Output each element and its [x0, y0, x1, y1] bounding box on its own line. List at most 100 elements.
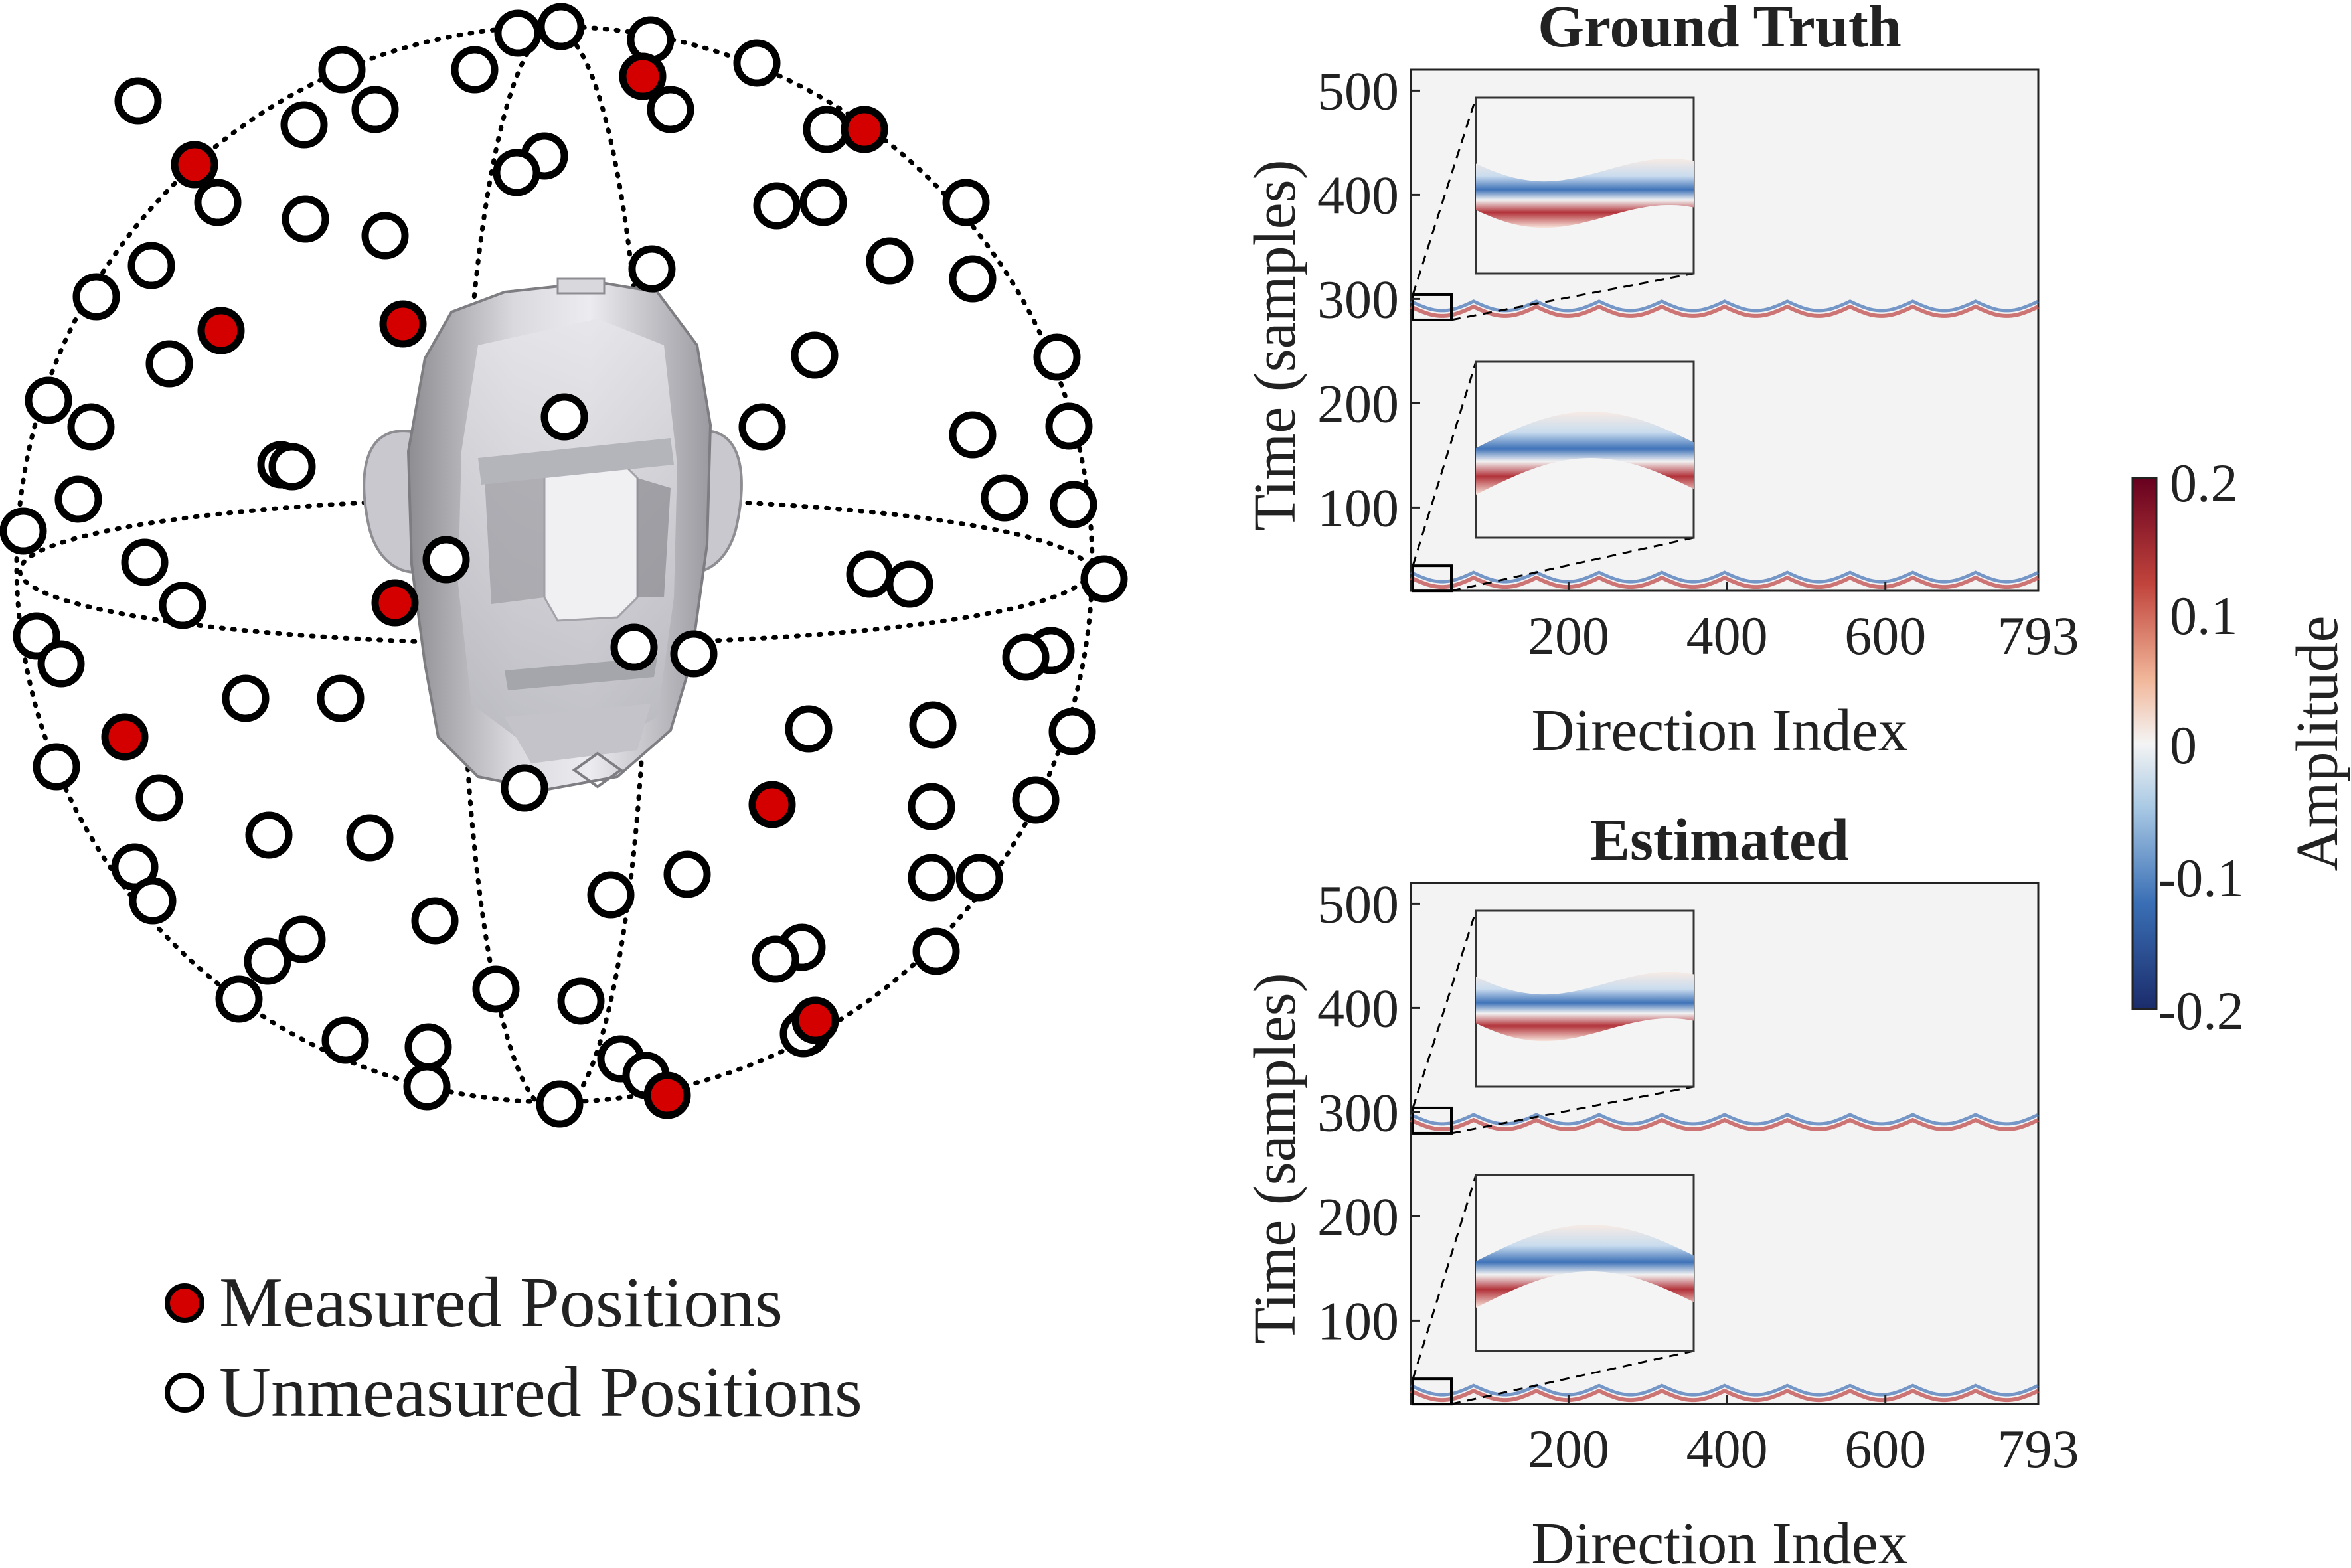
- zoom-inset-band: [1476, 1225, 1694, 1308]
- y-tick-label: 300: [1317, 1082, 1399, 1142]
- colorbar-title: Amplitude: [2285, 616, 2350, 872]
- unmeasured-position-marker: [1012, 776, 1060, 824]
- unmeasured-position-marker: [127, 242, 175, 289]
- unmeasured-position-marker: [981, 474, 1028, 522]
- y-tick-label: 500: [1317, 874, 1399, 934]
- unmeasured-position-marker: [647, 86, 694, 133]
- x-tick-label: 793: [1998, 605, 2079, 666]
- panel-title: Ground Truth: [1538, 0, 1902, 60]
- unmeasured-position-marker: [451, 46, 499, 94]
- zoom-connector: [1451, 1085, 1694, 1135]
- y-tick-label: 500: [1317, 60, 1399, 121]
- unmeasured-position-marker: [949, 255, 997, 303]
- y-tick-label: 400: [1317, 978, 1399, 1038]
- panel-title: Estimated: [1590, 807, 1849, 873]
- measured-position-marker: [371, 579, 419, 627]
- legend-unmeasured-marker: [165, 1373, 204, 1413]
- measured-position-marker: [643, 1071, 691, 1119]
- unmeasured-position-marker: [72, 273, 120, 321]
- unmeasured-position-marker: [1002, 633, 1050, 681]
- impulse-band-red: [1410, 575, 2040, 589]
- unmeasured-position-marker: [493, 149, 540, 196]
- measured-position-marker: [101, 713, 149, 761]
- impulse-band-blue: [1410, 1383, 2040, 1397]
- unmeasured-position-marker: [866, 237, 914, 285]
- impulse-band-red: [1410, 304, 2040, 318]
- unmeasured-position-marker: [411, 897, 459, 945]
- impulse-band-blue: [1410, 1113, 2040, 1126]
- unmeasured-position-marker: [670, 630, 718, 678]
- x-axis-label: Direction Index: [1531, 1511, 1907, 1568]
- unmeasured-position-marker: [361, 212, 409, 260]
- y-tick-label: 300: [1317, 269, 1399, 329]
- unmeasured-position-marker: [955, 854, 1003, 902]
- unmeasured-position-marker: [949, 411, 997, 459]
- y-axis-label: Time (samples): [1242, 973, 1308, 1344]
- legend-measured-marker: [165, 1283, 204, 1323]
- unmeasured-position-marker: [25, 376, 72, 424]
- measured-position-marker: [841, 106, 888, 153]
- unmeasured-position-marker: [404, 1023, 452, 1071]
- y-tick-label: 100: [1317, 1291, 1399, 1351]
- zoom-connector: [1412, 1174, 1477, 1379]
- zoom-connector: [1451, 272, 1694, 321]
- unmeasured-position-marker: [799, 179, 847, 226]
- unmeasured-position-marker: [912, 927, 960, 975]
- measured-position-marker: [171, 141, 218, 189]
- unmeasured-position-marker: [537, 3, 585, 50]
- unmeasured-position-marker: [135, 774, 183, 822]
- unmeasured-position-marker: [54, 475, 102, 523]
- unmeasured-position-marker: [1033, 333, 1081, 381]
- unmeasured-position-marker: [244, 937, 291, 985]
- y-tick-label: 200: [1317, 1186, 1399, 1247]
- unmeasured-position-marker: [1050, 481, 1097, 528]
- x-tick-label: 400: [1686, 1419, 1768, 1479]
- unmeasured-position-marker: [37, 640, 85, 688]
- x-tick-label: 793: [1998, 1419, 2079, 1479]
- unmeasured-position-marker: [738, 403, 786, 451]
- unmeasured-position-marker: [129, 877, 177, 925]
- unmeasured-position-marker: [145, 340, 193, 388]
- unmeasured-position-marker: [752, 935, 799, 983]
- unmeasured-position-marker: [317, 674, 365, 722]
- unmeasured-position-marker: [215, 975, 263, 1023]
- x-tick-label: 200: [1528, 1419, 1609, 1479]
- unmeasured-position-marker: [753, 182, 801, 230]
- x-tick-label: 200: [1528, 605, 1609, 666]
- unmeasured-position-marker: [908, 783, 955, 830]
- zoom-connector: [1412, 361, 1477, 566]
- unmeasured-position-marker: [422, 536, 470, 584]
- unmeasured-position-marker: [610, 623, 658, 671]
- impulse-band-blue: [1410, 299, 2040, 313]
- legend-unmeasured-label: Unmeasured Positions: [219, 1353, 862, 1432]
- zoom-source-box: [1412, 564, 1453, 593]
- measured-position-marker: [619, 52, 667, 100]
- zoom-source-box: [1412, 1106, 1453, 1135]
- unmeasured-position-marker: [587, 871, 635, 919]
- unmeasured-position-marker: [785, 705, 833, 753]
- unmeasured-position-marker: [494, 9, 542, 57]
- unmeasured-position-marker: [942, 179, 990, 226]
- measured-position-marker: [748, 781, 796, 828]
- unmeasured-position-marker: [791, 331, 839, 379]
- colorbar-gradient: [2131, 477, 2158, 1010]
- legend: Measured Positions Unmeasured Positions: [165, 1263, 862, 1432]
- x-axis-label: Direction Index: [1531, 698, 1907, 763]
- y-tick-label: 100: [1317, 477, 1399, 538]
- unmeasured-position-marker: [0, 507, 47, 555]
- y-axis-label: Time (samples): [1242, 159, 1308, 530]
- unmeasured-position-marker: [540, 393, 588, 441]
- x-tick-label: 400: [1686, 605, 1768, 666]
- unmeasured-position-marker: [536, 1080, 584, 1128]
- unmeasured-position-marker: [114, 77, 162, 125]
- unmeasured-position-marker: [1080, 555, 1128, 603]
- zoom-inset-band: [1476, 972, 1694, 1042]
- zoom-source-box: [1412, 293, 1453, 321]
- x-tick-label: 600: [1844, 1419, 1926, 1479]
- unmeasured-position-marker: [194, 179, 242, 226]
- unmeasured-position-marker: [280, 101, 328, 149]
- zoom-connector: [1412, 97, 1477, 295]
- colorbar: 0.2 0.1 0 -0.1 -0.2 Amplitude: [2131, 453, 2350, 1041]
- unmeasured-position-marker: [403, 1063, 451, 1111]
- unmeasured-position-marker: [1048, 708, 1096, 755]
